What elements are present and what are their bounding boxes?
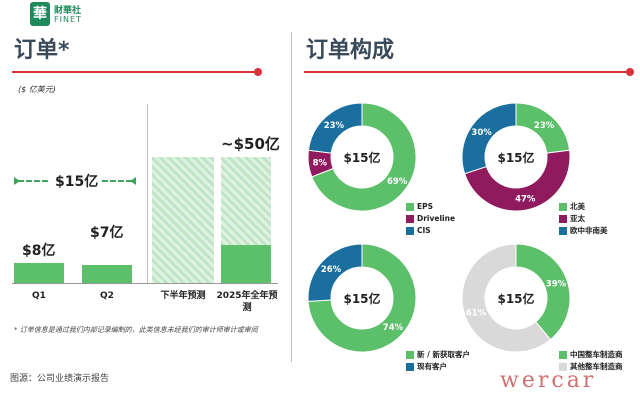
bracket-line-right [102,180,132,182]
donut-slice-label: 23% [534,121,555,131]
composition-title: 订单构成 [306,38,395,63]
legend-swatch [406,226,414,235]
donut-center-label: $15亿 [497,291,534,306]
orders-footnote: * 订单信息是通过我们内部记录编制的，此类信息未经我们的审计师审计或审阅 [14,326,258,334]
orders-title-rule [12,71,256,73]
donut-slice-label: 26% [321,265,342,275]
orders-title: 订单* [14,38,70,63]
logo-name-cn: 财華社 [54,6,82,16]
composition-title-rule [304,71,628,73]
donut-center-label: $15亿 [343,150,380,165]
orders-unit-label: ($ 亿美元) [18,85,56,94]
donut-slice [515,243,571,341]
legend-cis: CIS [406,220,431,235]
legend-swatch [559,202,567,211]
donut-slice [461,243,552,353]
donut-slice-label: 8% [313,158,328,168]
bracket-total-label: $15亿 [55,174,99,190]
legend-eps: EPS [406,196,433,211]
donut-customer: 74% 26% $15亿 [307,243,417,353]
bracket-arrow-right [130,177,136,185]
donut-slice-label: 39% [546,280,567,290]
legend-north-america: 北美 [559,196,585,211]
x-label-h2: 下半年预测 [160,291,206,301]
x-label-q2: Q2 [100,291,114,301]
donut-center-label: $15亿 [497,150,534,165]
legend-asia-pacific: 亚太 [559,208,585,223]
bar-q2-label: $7亿 [90,225,124,241]
panel-divider [291,32,292,362]
donut-slice-label: 47% [515,194,536,204]
bar-fy2025-label: ~$50亿 [221,135,280,153]
legend-existing-customers: 现有客户 [406,356,447,371]
donut-slice-label: 74% [383,323,404,333]
legend-emea-sa: 欧中非南美 [559,220,608,235]
bar-fy2025-actual-part [221,244,271,283]
legend-swatch [406,350,414,359]
logo-badge: 華 [30,2,50,26]
bracket-line-left [18,180,48,182]
legend-swatch [406,214,414,223]
legend-swatch [559,362,567,371]
bracket-arrow-left [14,177,20,185]
donut-slice-label: 30% [471,128,492,138]
wercar-watermark: wercar [500,368,597,393]
donut-center-label: $15亿 [343,291,380,306]
forecast-divider [147,104,148,284]
legend-swatch [559,226,567,235]
donut-slice-label: 61% [466,308,487,318]
donut-slice [307,243,363,302]
donut-slice [311,102,417,212]
bar-h2-forecast [152,157,214,283]
legend-new-customers: 新 / 新获取客户 [406,344,470,359]
legend-china-oem: 中国整车制造商 [559,344,623,359]
donut-slice [307,243,417,353]
bar-q1-label: $8亿 [22,243,56,259]
donut-product: 69% 8% 23% $15亿 [307,102,417,212]
bar-baseline [12,283,278,284]
bar-q2 [82,265,132,283]
legend-swatch [406,362,414,371]
legend-swatch [559,350,567,359]
bar-q1 [14,262,64,283]
donut-slice-label: 69% [387,177,408,187]
donut-oem: 39% 61% $15亿 [461,243,571,353]
donut-slice [464,149,571,212]
logo-name-en: FINET [54,15,82,24]
legend-swatch [406,202,414,211]
composition-title-rule-dot [626,68,634,76]
donut-slice-label: 23% [324,121,345,131]
finet-logo: 華 财華社 FINET [30,2,100,30]
legend-swatch [559,214,567,223]
donut-slice [461,102,517,175]
orders-title-rule-dot [254,68,262,76]
source-note: 图源：公司业绩演示报告 [10,374,110,384]
legend-other-oem: 其他整车制造商 [559,356,623,371]
legend-driveline: Driveline [406,208,455,223]
x-label-fy2025: 2025年全年预测 [216,291,278,313]
x-label-q1: Q1 [32,291,46,301]
donut-region: 23% 47% 30% $15亿 [461,102,571,212]
donut-slice [307,102,363,154]
